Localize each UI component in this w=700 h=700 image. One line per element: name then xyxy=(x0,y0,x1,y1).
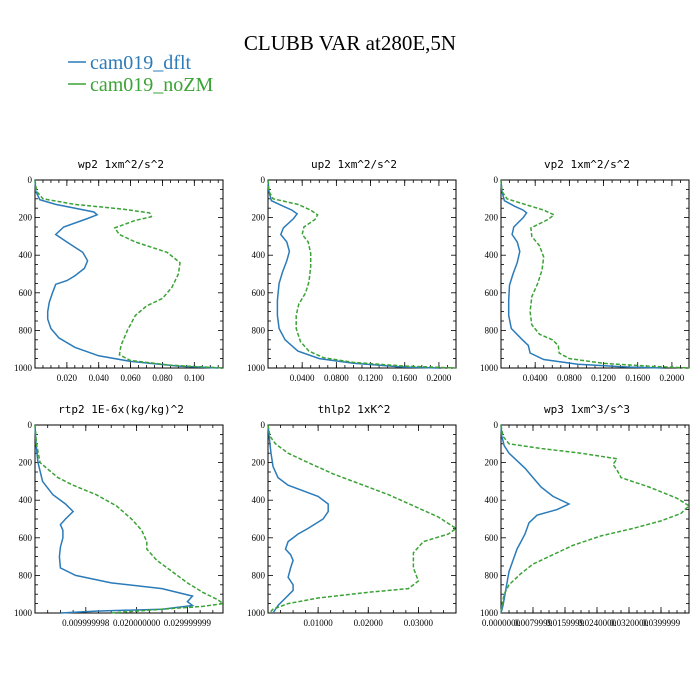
x-tick-label: 0.1600 xyxy=(625,373,650,383)
y-tick-label: 800 xyxy=(252,570,266,580)
series-line-dflt xyxy=(267,424,329,614)
y-tick-label: 1000 xyxy=(247,608,266,618)
x-tick-label: 0.2000 xyxy=(427,373,452,383)
series-line-dflt xyxy=(267,179,439,369)
x-tick-label: 0.2000 xyxy=(660,373,685,383)
series-line-dflt xyxy=(500,424,571,614)
x-tick-label: 0.0399999 xyxy=(642,618,681,628)
x-tick-label: 0.009999998 xyxy=(62,618,110,628)
y-tick-label: 0 xyxy=(494,420,499,430)
y-tick-label: 1000 xyxy=(480,608,499,618)
x-tick-label: 0.0400 xyxy=(290,373,315,383)
y-tick-label: 200 xyxy=(485,213,499,223)
panel-6: wp3 1xm^3/s^3020040060080010000.00000000… xyxy=(480,403,691,628)
y-tick-label: 0 xyxy=(261,420,266,430)
x-tick-label: 0.0079999 xyxy=(514,618,553,628)
series-line-nozm xyxy=(267,179,457,369)
y-tick-label: 400 xyxy=(252,495,266,505)
panel-title: wp2 1xm^2/s^2 xyxy=(78,158,164,171)
y-tick-label: 1000 xyxy=(14,363,33,373)
series-line-dflt xyxy=(34,424,195,614)
x-tick-label: 0.080 xyxy=(152,373,173,383)
x-tick-label: 0.0800 xyxy=(324,373,349,383)
y-tick-label: 600 xyxy=(485,288,499,298)
plot-frame xyxy=(500,179,690,369)
panel-1: wp2 1xm^2/s^2 0 200 400 600 800 1000 0.020 0.040… xyxy=(14,158,224,383)
plot-frame xyxy=(267,179,457,369)
y-tick-label: 0 xyxy=(494,175,499,185)
y-tick-label: 800 xyxy=(252,325,266,335)
x-tick-label: 0.1200 xyxy=(358,373,383,383)
legend-label-dflt: cam019_dflt xyxy=(90,52,192,74)
y-tick-label: 800 xyxy=(485,570,499,580)
panel-4: rtp2 1E-6x(kg/kg)^2 0 200 400 600 800 1000 0.00… xyxy=(14,403,225,628)
y-tick-label: 200 xyxy=(19,213,33,223)
x-tick-label: 0.0320000 xyxy=(610,618,649,628)
panel-title: wp3 1xm^3/s^3 xyxy=(544,403,630,416)
y-tick-label: 400 xyxy=(485,495,499,505)
series-line-nozm xyxy=(500,179,690,369)
x-tick-label: 0.0000000 xyxy=(482,618,521,628)
y-tick-label: 600 xyxy=(19,533,33,543)
y-tick-label: 0 xyxy=(261,175,266,185)
panel-title: vp2 1xm^2/s^2 xyxy=(544,158,630,171)
y-tick-label: 0 xyxy=(28,420,33,430)
series-line-dflt xyxy=(34,179,219,369)
y-tick-label: 200 xyxy=(252,213,266,223)
plot-frame xyxy=(267,424,457,614)
x-tick-label: 0.020000000 xyxy=(113,618,161,628)
panel-2: up2 1xm^2/s^2 0 200 400 600 800 1000 0.0400 0.08… xyxy=(247,158,457,383)
x-tick-label: 0.02000 xyxy=(354,618,384,628)
panel-grid: wp2 1xm^2/s^2 0 200 400 600 800 1000 0.020 0.040… xyxy=(14,158,691,628)
series-line-nozm xyxy=(34,424,225,614)
series-line-nozm xyxy=(34,179,224,369)
y-tick-label: 800 xyxy=(485,325,499,335)
x-tick-label: 0.040 xyxy=(89,373,110,383)
x-tick-label: 0.060 xyxy=(120,373,141,383)
y-tick-label: 400 xyxy=(19,250,33,260)
x-tick-label: 0.100 xyxy=(184,373,205,383)
panel-title: thlp2 1xK^2 xyxy=(318,403,391,416)
panel-title: up2 1xm^2/s^2 xyxy=(311,158,397,171)
y-tick-label: 200 xyxy=(19,458,33,468)
x-tick-label: 0.0800 xyxy=(557,373,582,383)
panel-title: rtp2 1E-6x(kg/kg)^2 xyxy=(58,403,184,416)
y-tick-label: 1000 xyxy=(480,363,499,373)
y-tick-label: 1000 xyxy=(14,608,33,618)
x-tick-label: 0.0159999 xyxy=(546,618,585,628)
figure-title: CLUBB VAR at280E,5N xyxy=(244,31,456,55)
x-tick-label: 0.029999999 xyxy=(164,618,212,628)
series-line-dflt xyxy=(500,179,664,369)
series-line-nozm xyxy=(500,424,691,614)
x-tick-label: 0.1200 xyxy=(591,373,616,383)
y-tick-label: 600 xyxy=(19,288,33,298)
plot-frame xyxy=(500,424,690,614)
panel-3: vp2 1xm^2/s^2 0 200 400 600 800 1000 0.0400 0.08… xyxy=(480,158,690,383)
y-tick-label: 0 xyxy=(28,175,33,185)
series-line-nozm xyxy=(267,424,458,614)
y-tick-label: 1000 xyxy=(247,363,266,373)
x-tick-label: 0.1600 xyxy=(392,373,417,383)
y-tick-label: 200 xyxy=(485,458,499,468)
y-tick-label: 600 xyxy=(252,288,266,298)
y-tick-label: 800 xyxy=(19,325,33,335)
y-tick-label: 200 xyxy=(252,458,266,468)
x-tick-label: 0.03000 xyxy=(404,618,434,628)
y-tick-label: 400 xyxy=(19,495,33,505)
x-tick-label: 0.020 xyxy=(57,373,78,383)
legend-label-nozm: cam019_noZM xyxy=(90,74,214,96)
y-tick-label: 400 xyxy=(252,250,266,260)
x-tick-label: 0.01000 xyxy=(304,618,334,628)
x-tick-label: 0.0240000 xyxy=(578,618,617,628)
legend: cam019_dflt cam019_noZM xyxy=(68,52,214,96)
panel-5: thlp2 1xK^2 0 200 400 600 800 1000 0.01000 0.020… xyxy=(247,403,458,628)
y-tick-label: 600 xyxy=(252,533,266,543)
y-tick-label: 600 xyxy=(485,533,499,543)
y-tick-label: 400 xyxy=(485,250,499,260)
x-tick-label: 0.0400 xyxy=(523,373,548,383)
y-tick-label: 800 xyxy=(19,570,33,580)
